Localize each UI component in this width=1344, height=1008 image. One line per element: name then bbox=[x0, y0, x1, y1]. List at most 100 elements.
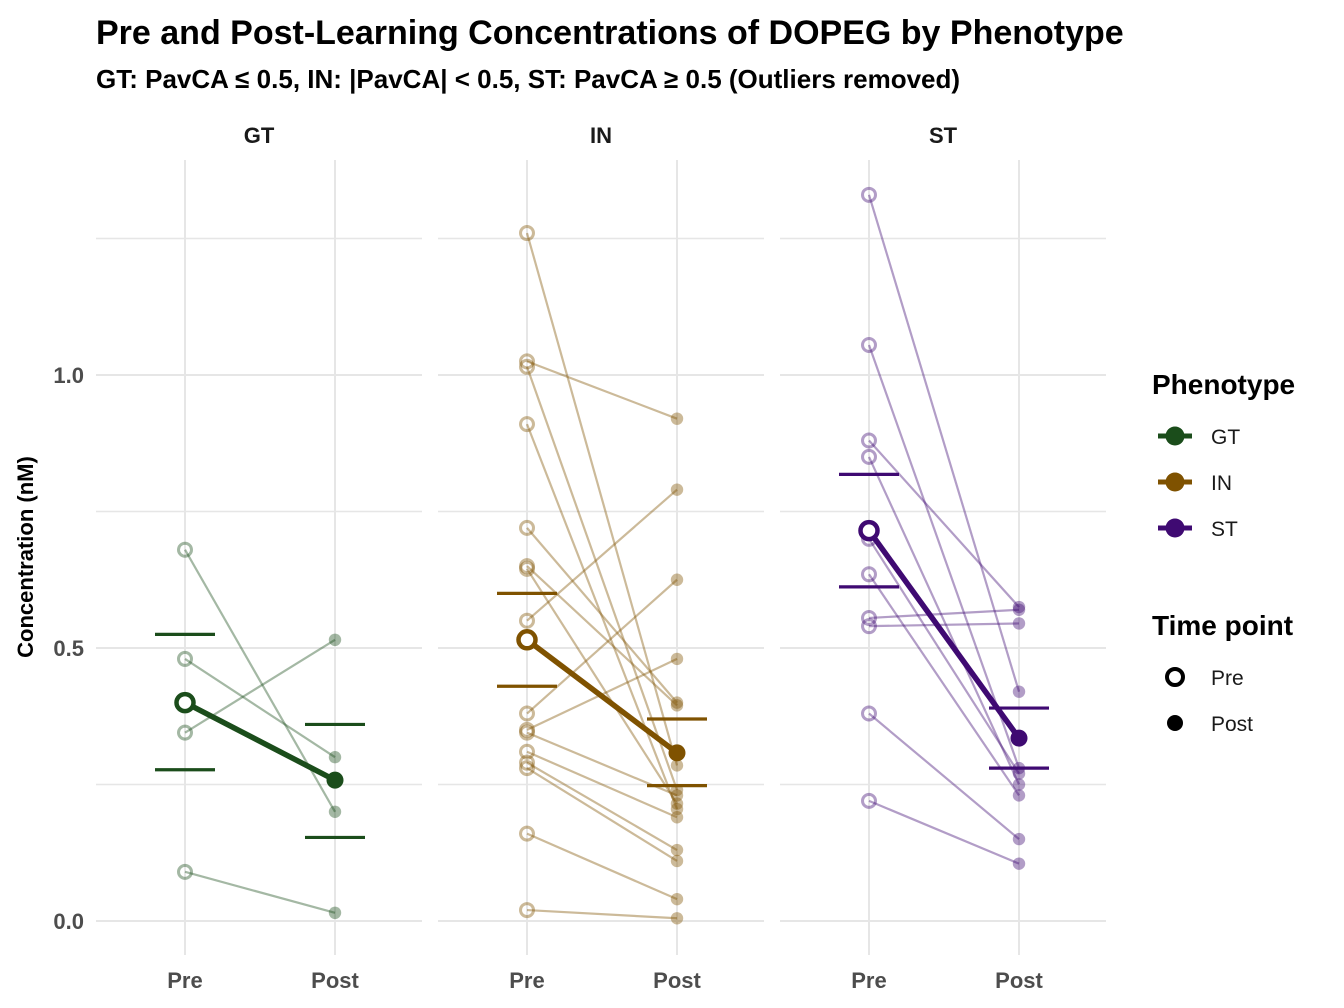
subject-line bbox=[184, 657, 336, 759]
subject-line bbox=[867, 456, 1021, 785]
subject-line bbox=[868, 799, 1020, 865]
pre-point bbox=[519, 743, 535, 760]
post-point bbox=[670, 483, 684, 496]
subject-line bbox=[868, 538, 1020, 775]
post-point bbox=[670, 843, 684, 857]
subject-line bbox=[868, 712, 1020, 840]
legend-title: Phenotype bbox=[1152, 369, 1295, 400]
pre-point bbox=[861, 792, 877, 809]
pre-point bbox=[519, 558, 535, 575]
pre-point bbox=[519, 760, 535, 777]
pre-point bbox=[861, 618, 877, 635]
subject-line bbox=[526, 565, 678, 707]
mean-line bbox=[866, 528, 1022, 740]
legend-label: Pre bbox=[1211, 667, 1244, 690]
legend-phenotype: Phenotype GT IN ST bbox=[1152, 369, 1295, 541]
mean-pre-point bbox=[516, 629, 538, 651]
mean-post-point bbox=[326, 771, 344, 789]
subject-line bbox=[526, 360, 678, 420]
post-point bbox=[670, 573, 684, 586]
chart-title: Pre and Post-Learning Concentrations of … bbox=[96, 14, 1124, 52]
facet-label-in: IN bbox=[590, 123, 612, 148]
subject-line bbox=[868, 622, 1020, 628]
x-tick-label: Post bbox=[653, 968, 701, 993]
post-point bbox=[670, 811, 684, 824]
legend-key-point bbox=[1165, 472, 1185, 492]
pre-point bbox=[519, 754, 535, 771]
subject-line bbox=[868, 608, 1020, 620]
post-point bbox=[1012, 778, 1026, 791]
facet-panel-gt: GT Pre Post bbox=[96, 123, 422, 993]
pre-point bbox=[519, 358, 535, 375]
y-axis-label: Concentration (nM) bbox=[13, 456, 38, 658]
facet-panels: 0.0 0.5 1.0 GT Pre Post IN Pre Post ST Pre Post bbox=[53, 123, 1106, 993]
pre-point bbox=[861, 448, 877, 465]
pre-point bbox=[519, 353, 535, 370]
legend-label: ST bbox=[1211, 518, 1238, 541]
post-point bbox=[1012, 857, 1026, 870]
legend-key-open-circle bbox=[1165, 667, 1185, 687]
subject-line bbox=[868, 439, 1020, 608]
pre-point bbox=[861, 432, 877, 449]
facet-panel-st: ST Pre Post bbox=[780, 123, 1106, 993]
subject-line bbox=[525, 232, 679, 766]
legend-label: Post bbox=[1211, 713, 1253, 736]
post-point bbox=[1012, 767, 1026, 780]
pre-point bbox=[177, 724, 193, 741]
y-tick-label: 1.0 bbox=[53, 363, 84, 388]
subject-line bbox=[184, 549, 336, 813]
pre-point bbox=[861, 186, 877, 203]
mean-post-point bbox=[668, 744, 686, 762]
post-point bbox=[670, 759, 684, 772]
pre-point bbox=[861, 566, 877, 583]
subject-line bbox=[526, 568, 678, 805]
legend-key-filled-circle bbox=[1167, 715, 1183, 731]
post-point bbox=[1012, 789, 1026, 802]
pre-point bbox=[861, 705, 877, 722]
legend: Phenotype GT IN ST Time point Pre Post bbox=[1152, 369, 1295, 736]
mean-pre-point bbox=[174, 691, 196, 714]
x-tick-label: Post bbox=[311, 968, 359, 993]
post-point bbox=[670, 412, 684, 425]
mean-line bbox=[525, 637, 679, 756]
pre-point bbox=[177, 650, 193, 667]
post-point bbox=[1012, 603, 1026, 616]
mean-line bbox=[183, 700, 337, 783]
post-point bbox=[670, 696, 684, 709]
subject-line bbox=[526, 767, 678, 862]
post-point bbox=[670, 652, 684, 666]
chart-subtitle: GT: PavCA ≤ 0.5, IN: |PavCA| < 0.5, ST: … bbox=[96, 64, 960, 94]
mean-pre-point bbox=[858, 519, 880, 542]
pre-point bbox=[861, 336, 877, 353]
pre-point bbox=[519, 721, 535, 738]
post-point bbox=[670, 789, 684, 802]
subject-line bbox=[526, 908, 678, 920]
post-point bbox=[670, 854, 684, 868]
y-tick-label: 0.0 bbox=[53, 909, 84, 934]
subject-line bbox=[867, 344, 1021, 769]
legend-key-point bbox=[1165, 426, 1185, 446]
post-point bbox=[670, 797, 684, 810]
x-tick-label: Pre bbox=[851, 968, 886, 993]
legend-key-point bbox=[1165, 518, 1185, 538]
pre-point bbox=[519, 612, 535, 629]
subject-line bbox=[526, 832, 678, 901]
y-tick-label: 0.5 bbox=[53, 636, 84, 661]
subject-line bbox=[526, 750, 678, 819]
x-tick-label: Post bbox=[995, 968, 1043, 993]
subject-line bbox=[526, 527, 678, 704]
post-point bbox=[328, 805, 342, 818]
subject-line bbox=[526, 578, 678, 715]
post-point bbox=[1012, 600, 1026, 614]
facet-label-gt: GT bbox=[244, 123, 275, 148]
facet-panel-in: IN Pre Post bbox=[438, 123, 764, 993]
subject-line bbox=[868, 573, 1020, 797]
pre-point bbox=[519, 560, 535, 577]
post-point bbox=[1012, 832, 1026, 846]
pre-point bbox=[519, 225, 535, 242]
post-point bbox=[670, 699, 684, 712]
pre-point bbox=[177, 541, 193, 558]
legend-label: GT bbox=[1211, 426, 1240, 449]
subject-line bbox=[525, 423, 679, 810]
